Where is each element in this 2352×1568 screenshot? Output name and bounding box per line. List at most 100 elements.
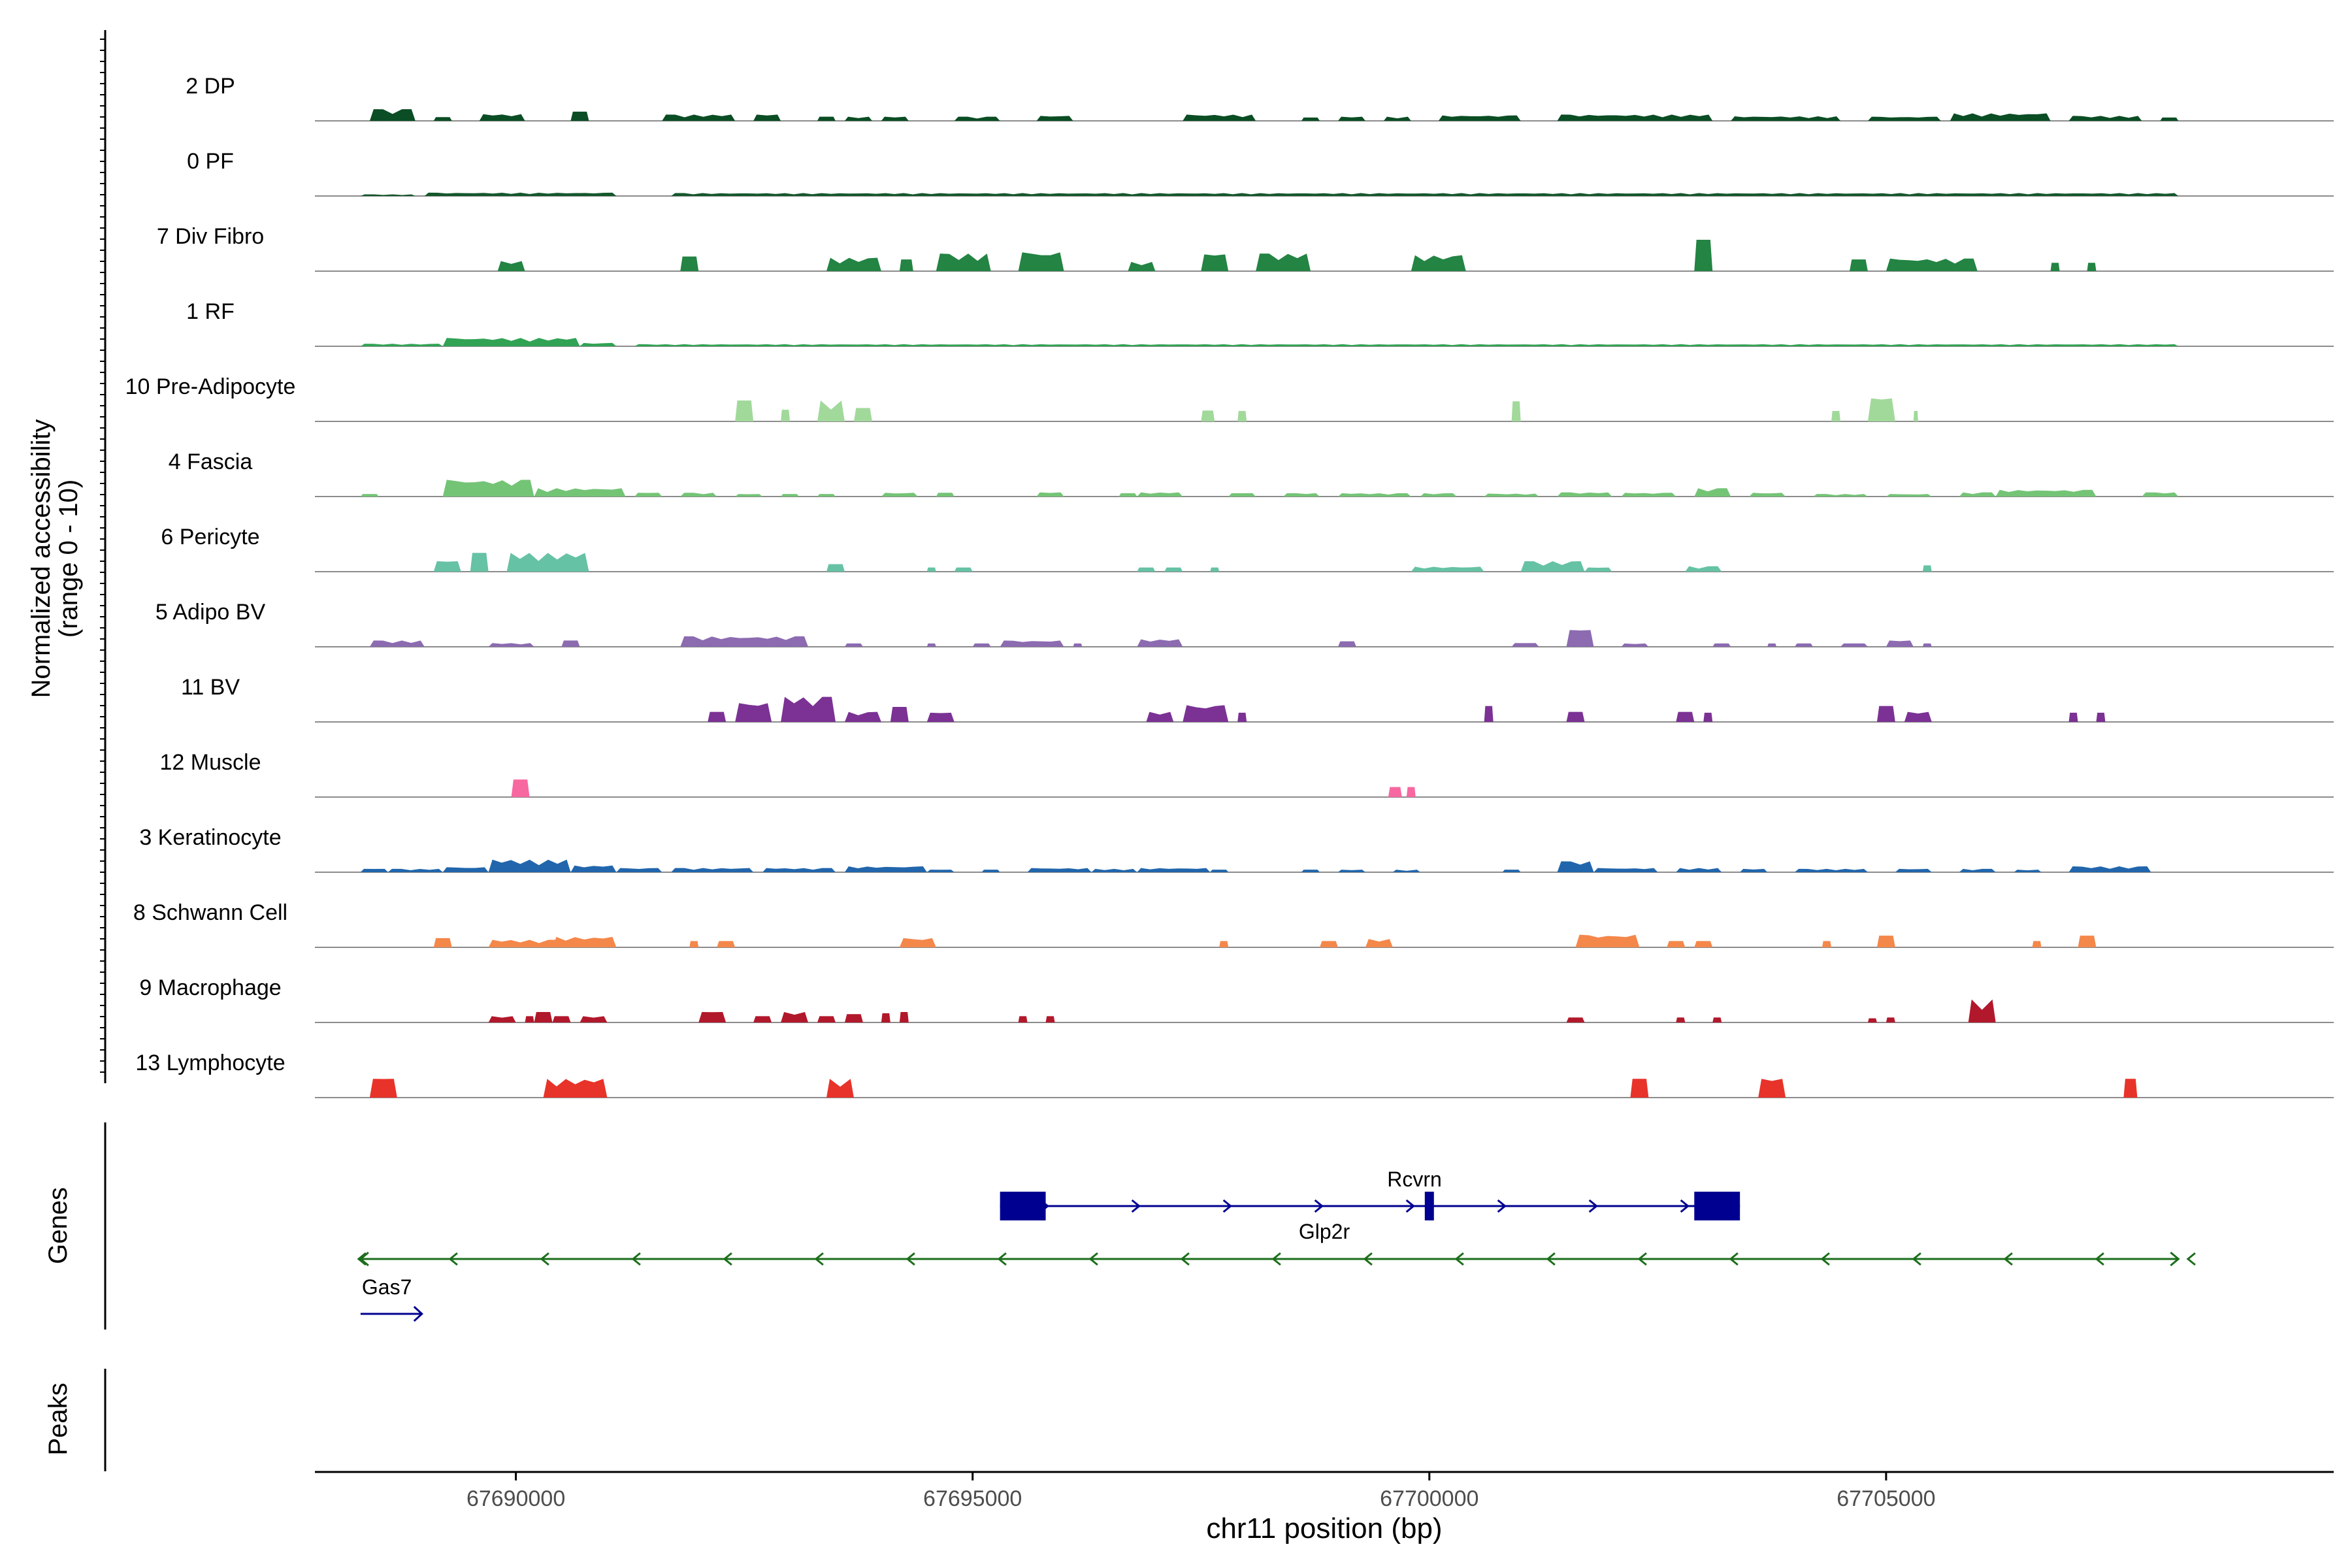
track-peak [899, 938, 936, 947]
track-peak [817, 400, 845, 421]
glp2r-strand-arrow [2095, 1252, 2104, 1266]
track-peak [488, 1016, 516, 1022]
track-peak [1886, 1017, 1895, 1022]
glp2r-strand-arrow [1637, 1252, 1647, 1266]
track-peak [689, 941, 699, 947]
track-peak [1950, 113, 2051, 121]
track-peak [1210, 567, 1220, 572]
track-peak [1703, 712, 1713, 722]
track-peak [1685, 566, 1722, 572]
track-peak [2014, 870, 2042, 872]
rcvrn-strand-arrow [1131, 1199, 1141, 1213]
track-label: 5 Adipo BV [155, 600, 266, 625]
track-peak [680, 493, 717, 497]
track-peak [1484, 706, 1494, 722]
track-9-macrophage: 9 Macrophage [139, 975, 2334, 1023]
track-peak [1922, 643, 1932, 647]
track-peak [1406, 787, 1416, 797]
rcvrn-strand-arrow [1314, 1199, 1324, 1213]
track-peak [2050, 263, 2060, 271]
track-peak [817, 116, 836, 121]
track-0-pf: 0 PF [187, 149, 2334, 197]
track-peak [844, 116, 872, 121]
glp2r-strand-arrow [1820, 1252, 1830, 1266]
track-peak [735, 494, 763, 497]
track-peak [360, 868, 388, 872]
track-peak [680, 636, 809, 647]
track-peak [662, 114, 736, 121]
rcvrn-strand-arrow [1680, 1199, 1690, 1213]
track-peak [1337, 641, 1356, 647]
track-peak [762, 868, 836, 872]
track-peak [1667, 941, 1686, 947]
track-peak [1183, 114, 1256, 121]
track-label: 12 Muscle [160, 750, 261, 775]
rcvrn-strand-arrow [1405, 1199, 1416, 1213]
track-peak [1621, 493, 1676, 497]
track-peak [826, 1079, 854, 1098]
track-peak [561, 640, 580, 647]
track-peak [1566, 1017, 1585, 1022]
track-peak [1036, 116, 1073, 121]
track-peak [479, 114, 525, 121]
track-peak [1876, 706, 1895, 722]
track-peak [1867, 116, 1941, 121]
track-peak [1575, 934, 1640, 947]
track-peak [1000, 640, 1064, 647]
track-peak [954, 567, 973, 572]
track-peak [1383, 116, 1411, 121]
track-peak [1219, 941, 1229, 947]
track-peak [2068, 116, 2142, 121]
track-peak [1876, 936, 1895, 947]
track-peak [534, 1012, 553, 1022]
track-peak [1183, 705, 1229, 722]
glp2r-strand-arrow [1363, 1252, 1373, 1266]
track-4-fascia: 4 Fascia [169, 449, 2334, 497]
track-label: 1 RF [186, 299, 235, 324]
track-peak [1694, 240, 1713, 271]
track-peak [424, 192, 617, 196]
track-label: 8 Schwann Cell [133, 900, 287, 925]
track-peak [1767, 643, 1777, 647]
track-10-pre-adipocyte: 10 Pre-Adipocyte [125, 374, 2334, 422]
track-peak [1484, 493, 1539, 497]
track-peak [1411, 255, 1466, 271]
glp2r-strand-arrow [1088, 1252, 1098, 1266]
glp2r-strand-arrow [448, 1252, 458, 1266]
track-peak [890, 706, 909, 722]
track-peak [1146, 711, 1174, 722]
track-1-rf: 1 RF [186, 299, 2334, 347]
x-tick-label: 67695000 [923, 1486, 1022, 1511]
track-peak [2142, 492, 2179, 497]
glp2r-strand-arrow [1912, 1252, 1921, 1266]
track-peak [954, 116, 1000, 121]
track-peak [1237, 411, 1247, 421]
glp2r-strand-arrow [2170, 1251, 2180, 1267]
track-peak [580, 1016, 608, 1022]
track-peak [1676, 711, 1695, 722]
track-peak [1995, 489, 2097, 497]
track-peak [1438, 115, 1521, 121]
track-8-schwann-cell: 8 Schwann Cell [133, 900, 2334, 948]
track-peak [2068, 712, 2078, 722]
track-peak [1849, 259, 1868, 271]
track-label: 9 Macrophage [139, 975, 281, 1000]
glp2r-strand-arrow [540, 1252, 549, 1266]
track-peak [1676, 1017, 1686, 1022]
track-peak [1831, 411, 1840, 421]
glp2r-strand-arrow [1546, 1252, 1556, 1266]
track-peak [1520, 561, 1585, 572]
track-peak [511, 779, 530, 797]
track-peak [1036, 492, 1064, 497]
track-label: 7 Div Fibro [157, 224, 264, 249]
track-peak [781, 494, 800, 497]
track-peak [552, 1016, 571, 1022]
glp2r-strand-arrow [357, 1252, 367, 1266]
track-peak [1301, 870, 1320, 872]
track-peak [853, 408, 872, 421]
track-peak [881, 1013, 890, 1022]
track-peak [826, 564, 845, 572]
track-peak [2068, 866, 2151, 872]
track-peak [1621, 643, 1649, 647]
track-peak [1365, 939, 1393, 947]
